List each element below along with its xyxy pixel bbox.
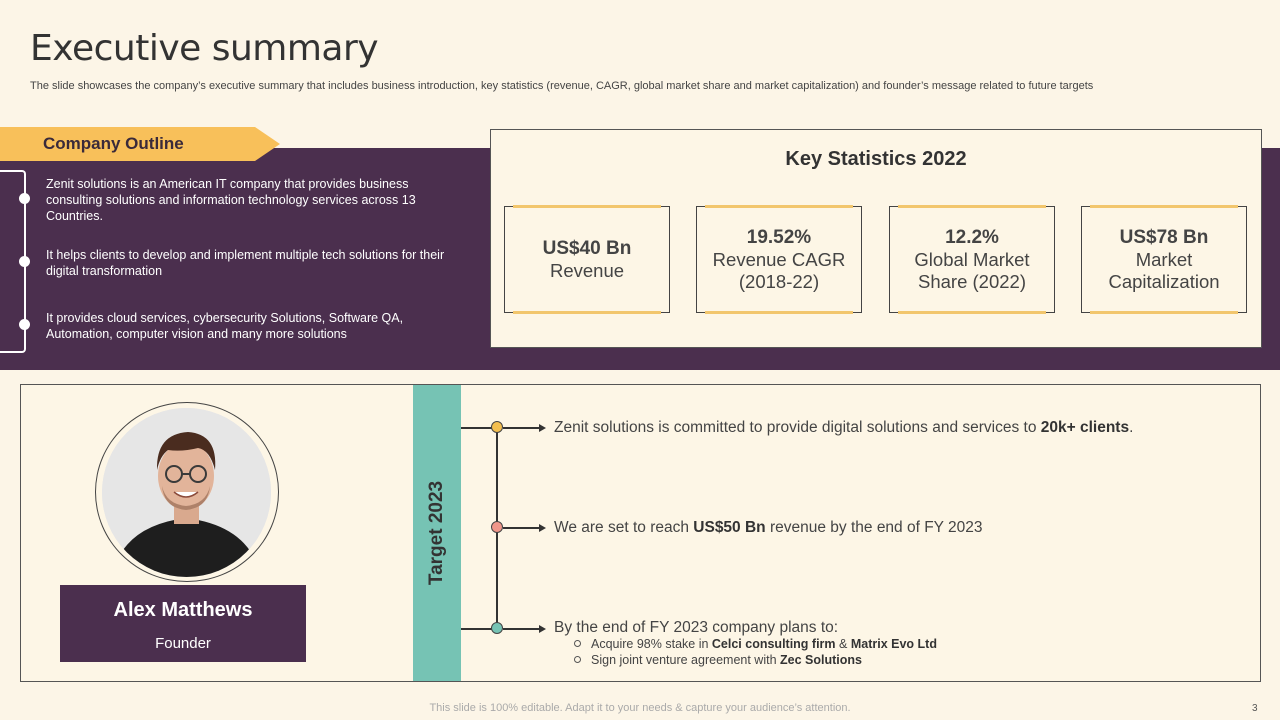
target-text: . [1129, 419, 1134, 436]
page-subtitle: The slide showcases the company’s execut… [30, 80, 1094, 92]
sub-item-highlight: Matrix Evo Ltd [850, 637, 937, 651]
target-text: We are set to reach [554, 519, 694, 536]
sub-item-highlight: Zec Solutions [780, 653, 862, 667]
target-item: By the end of FY 2023 company plans to: [554, 619, 838, 637]
arrow-right-icon [539, 524, 546, 532]
connector-line [503, 427, 539, 429]
stat-label: Market Capitalization [1108, 248, 1220, 292]
target-text: Zenit solutions is committed to provide … [554, 419, 1041, 436]
stat-value: US$78 Bn [1119, 226, 1209, 248]
stat-card-market-share: 12.2% Global Market Share (2022) [889, 205, 1055, 314]
key-statistics-panel: Key Statistics 2022 US$40 Bn Revenue 19.… [490, 129, 1262, 348]
stat-card-revenue: US$40 Bn Revenue [504, 205, 670, 314]
outline-heading-tab: Company Outline [0, 127, 280, 161]
arrow-right-icon [539, 424, 546, 432]
hollow-bullet-icon [574, 640, 581, 647]
page-number: 3 [1252, 703, 1258, 714]
stat-value: 12.2% [945, 226, 999, 248]
outline-item: It helps clients to develop and implemen… [46, 248, 445, 278]
arrow-right-icon [539, 625, 546, 633]
target-heading: Target 2023 [426, 480, 447, 586]
target-sub-item: Sign joint venture agreement with Zec So… [574, 653, 862, 667]
outline-item: Zenit solutions is an American IT compan… [46, 177, 416, 223]
target-text: revenue by the end of FY 2023 [765, 519, 983, 536]
outline-heading: Company Outline [43, 134, 184, 153]
target-item: Zenit solutions is committed to provide … [554, 419, 1133, 437]
stat-label: Revenue CAGR (2018-22) [712, 248, 846, 292]
stat-card-market-cap: US$78 Bn Market Capitalization [1081, 205, 1247, 314]
sub-item-text: & [835, 637, 851, 651]
founder-role: Founder [155, 635, 211, 652]
footer-note: This slide is 100% editable. Adapt it to… [429, 702, 851, 714]
timeline-node-icon [491, 421, 503, 433]
connector-line [461, 427, 497, 429]
target-text: By the end of FY 2023 company plans to: [554, 619, 839, 636]
connector-line [461, 628, 497, 630]
stat-value: 19.52% [746, 226, 812, 248]
bullet-dot-icon [19, 319, 30, 330]
key-statistics-title: Key Statistics 2022 [785, 148, 967, 170]
bullet-dot-icon [19, 193, 30, 204]
founder-name-card: Alex Matthews Founder [60, 585, 306, 662]
stat-value: US$40 Bn [542, 237, 632, 259]
stat-card-cagr: 19.52% Revenue CAGR (2018-22) [696, 205, 862, 314]
sub-item-text: Sign joint venture agreement with [591, 653, 780, 667]
target-sub-item: Acquire 98% stake in Celci consulting fi… [574, 637, 937, 651]
target-item: We are set to reach US$50 Bn revenue by … [554, 519, 983, 537]
sub-item-highlight: Celci consulting firm [711, 637, 836, 651]
sub-item-text: Acquire 98% stake in [591, 637, 712, 651]
avatar [102, 408, 271, 577]
connector-line [503, 628, 539, 630]
page-title: Executive summary [30, 28, 379, 69]
founder-photo [102, 408, 271, 577]
outline-item: It provides cloud services, cybersecurit… [46, 311, 404, 341]
target-highlight: 20k+ clients [1040, 419, 1130, 436]
bullet-dot-icon [19, 256, 30, 267]
connector-line [503, 527, 539, 529]
hollow-bullet-icon [574, 656, 581, 663]
target-bar [413, 385, 461, 681]
timeline-node-icon [491, 521, 503, 533]
stat-label: Revenue [549, 259, 625, 281]
founder-name: Alex Matthews [113, 599, 253, 621]
target-highlight: US$50 Bn [693, 519, 766, 536]
timeline-node-icon [491, 622, 503, 634]
stat-label: Global Market Share (2022) [914, 248, 1030, 292]
